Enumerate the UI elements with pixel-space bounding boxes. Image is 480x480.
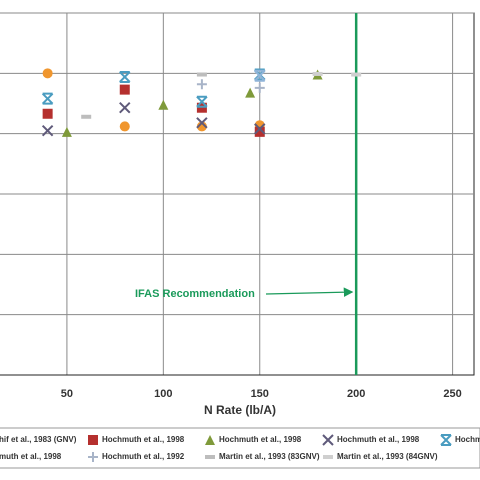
x-tick-label: 100 (154, 388, 172, 400)
data-point (119, 102, 131, 114)
legend-label: Hochmuth (455, 435, 480, 444)
data-point (254, 69, 266, 82)
data-point (61, 126, 72, 137)
legend-label: Hochmuth et al., 1998 (337, 435, 420, 444)
data-point (196, 72, 207, 77)
legend-label: Martin et al., 1993 (84GNV) (337, 452, 438, 461)
x-axis-title: N Rate (lb/A) (204, 403, 276, 417)
data-point (42, 108, 53, 119)
legend-marker (322, 434, 334, 446)
data-point (42, 68, 53, 79)
data-point (119, 121, 130, 132)
data-point (196, 102, 207, 113)
legend-marker (205, 435, 215, 445)
data-point (158, 99, 169, 110)
legend-label: muth et al., 1998 (0, 452, 62, 461)
annotation: IFAS Recommendation (135, 288, 255, 300)
data-point (254, 126, 265, 137)
x-tick-label: 250 (443, 388, 461, 400)
data-point (119, 70, 131, 83)
x-tick-label: 200 (347, 388, 365, 400)
legend-frame (0, 427, 480, 469)
data-point (41, 92, 54, 105)
legend-label: hif et al., 1983 (GNV) (0, 435, 77, 444)
data-point (196, 95, 208, 108)
data-point (41, 124, 54, 137)
data-point (245, 87, 256, 98)
legend-label: Hochmuth et al., 1998 (219, 435, 302, 444)
annotation-arrow (265, 287, 354, 297)
data-point (254, 82, 265, 93)
x-tick-label: 150 (251, 388, 269, 400)
data-point (196, 117, 208, 129)
legend-marker (88, 435, 98, 445)
data-point (254, 123, 266, 135)
legend-label: Martin et al., 1993 (83GNV) (219, 452, 320, 461)
legend-label: Hochmuth et al., 1992 (102, 452, 185, 461)
data-point (351, 72, 362, 77)
data-point (81, 114, 92, 119)
legend-marker (323, 455, 333, 459)
legend-marker (440, 434, 452, 446)
data-point (196, 79, 207, 90)
x-tick-label: 50 (61, 388, 73, 400)
legend-marker (88, 452, 98, 462)
legend-label: Hochmuth et al., 1998 (102, 435, 185, 444)
legend-marker (205, 455, 215, 459)
data-point (312, 71, 323, 76)
data-point (119, 84, 130, 95)
